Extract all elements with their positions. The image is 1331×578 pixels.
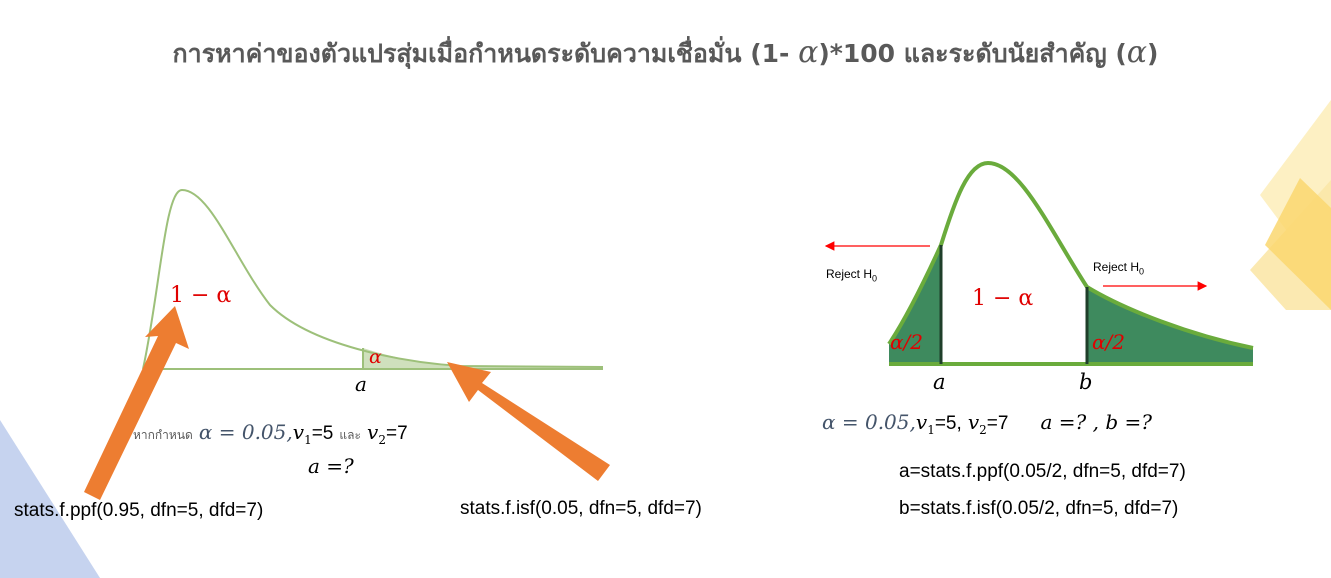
title-alpha-2: α [1126, 35, 1148, 70]
left-f-curve [142, 188, 604, 370]
left-tail-alpha-label: α [369, 346, 382, 368]
right-question: a =? , b =? [1040, 410, 1152, 434]
right-v2-value: =7 [986, 413, 1009, 434]
slide-title: การหาค่าของตัวแปรสุ่มเมื่อกำหนดระดับความ… [0, 34, 1331, 74]
v2-value: =7 [385, 423, 408, 444]
reject-left-text: Reject H [826, 267, 873, 281]
decor-bottom-left-triangle [0, 420, 100, 578]
right-f-curve [887, 160, 1254, 350]
v2-subscript: 2 [378, 432, 386, 447]
title-text-part2: )*100 และระดับนัยสำคัญ ( [818, 39, 1127, 68]
right-right-tail-label: α/2 [1092, 330, 1125, 354]
left-orange-arrow-2 [447, 362, 610, 481]
title-close-paren: ) [1147, 39, 1159, 68]
code-right-isf: stats.f.isf(0.05, dfn=5, dfd=7) [460, 498, 702, 519]
left-region-label: 1 − α [170, 283, 232, 308]
reject-right-label: Reject H0 [1093, 260, 1144, 276]
v1-value: =5 [311, 423, 334, 444]
right-v2-subscript: 2 [979, 422, 987, 437]
v2-symbol: v [367, 420, 379, 444]
given-alpha-label: α = 0.05, [198, 420, 293, 444]
title-alpha-1: α [798, 35, 819, 70]
left-question: a =? [308, 454, 354, 478]
right-v1-symbol: v [915, 410, 928, 434]
right-center-label: 1 − α [972, 286, 1034, 311]
code-b-isf: b=stats.f.isf(0.05/2, dfn=5, dfd=7) [899, 498, 1179, 519]
right-v1-subscript: 1 [927, 422, 935, 437]
and-word: และ [339, 428, 361, 442]
right-given-line: α = 0.05,v1=5, v2=7 a =? , b =? [822, 410, 1152, 437]
right-v2-symbol: v [967, 410, 980, 434]
title-text-part1: การหาค่าของตัวแปรสุ่มเมื่อกำหนดระดับความ… [172, 39, 799, 68]
right-left-tail-label: α/2 [890, 330, 923, 354]
v1-subscript: 1 [304, 432, 312, 447]
code-a-ppf: a=stats.f.ppf(0.05/2, dfn=5, dfd=7) [899, 461, 1186, 482]
left-given-line: หากกำหนด α = 0.05,v1=5 และ v2=7 [133, 420, 408, 447]
v1-symbol: v [292, 420, 305, 444]
left-critical-value-label: a [355, 372, 367, 396]
right-b-label: b [1079, 370, 1093, 394]
right-v1-value: =5, [934, 413, 962, 434]
left-orange-arrow-1 [84, 306, 189, 500]
given-prefix-label: หากกำหนด [133, 428, 193, 442]
left-tail-area [363, 348, 603, 369]
reject-left-sub: 0 [872, 273, 878, 284]
reject-left-label: Reject H0 [826, 267, 877, 283]
right-given-alpha: α = 0.05, [822, 410, 916, 434]
decor-top-right-diamonds [1250, 100, 1331, 310]
reject-right-text: Reject H [1093, 260, 1140, 274]
right-a-label: a [933, 370, 946, 394]
reject-right-sub: 0 [1139, 266, 1145, 277]
code-left-ppf: stats.f.ppf(0.95, dfn=5, dfd=7) [14, 500, 264, 521]
